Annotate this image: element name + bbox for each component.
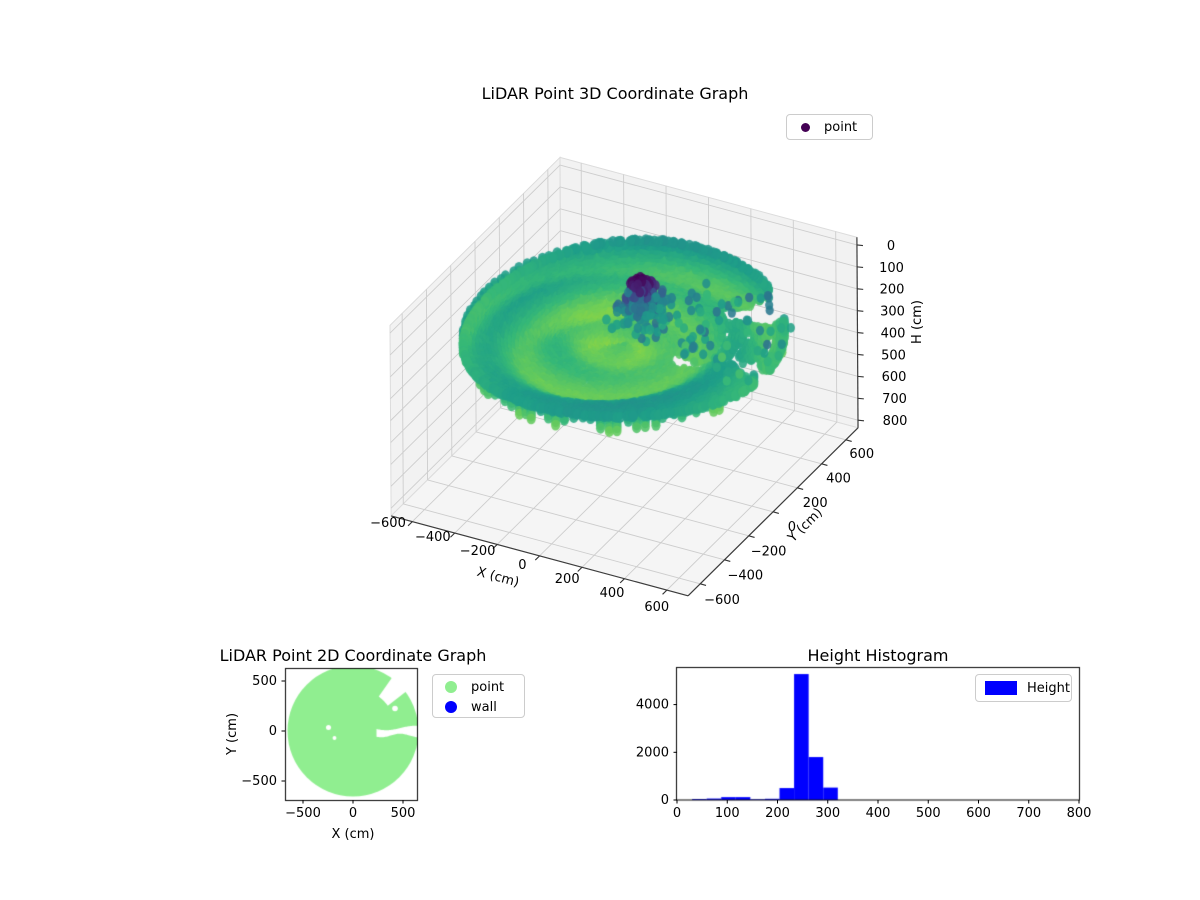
plot3d-title: LiDAR Point 3D Coordinate Graph xyxy=(481,84,749,103)
wall-marker-icon xyxy=(445,701,457,713)
plot3d-legend-label: point xyxy=(824,119,858,135)
plot3d-legend: point xyxy=(786,114,873,140)
hist-legend: Height xyxy=(975,674,1072,702)
hist-title: Height Histogram xyxy=(807,646,949,665)
point-marker-icon xyxy=(445,681,457,693)
point-marker-icon xyxy=(801,122,810,132)
height-swatch-icon xyxy=(985,681,1017,695)
plot2d-legend-label-point: point xyxy=(471,679,505,695)
hist-legend-label: Height xyxy=(1027,680,1070,696)
plot2d-legend: point wall xyxy=(432,674,525,718)
plot2d-legend-label-wall: wall xyxy=(471,699,497,715)
plot2d-title: LiDAR Point 2D Coordinate Graph xyxy=(219,646,487,665)
